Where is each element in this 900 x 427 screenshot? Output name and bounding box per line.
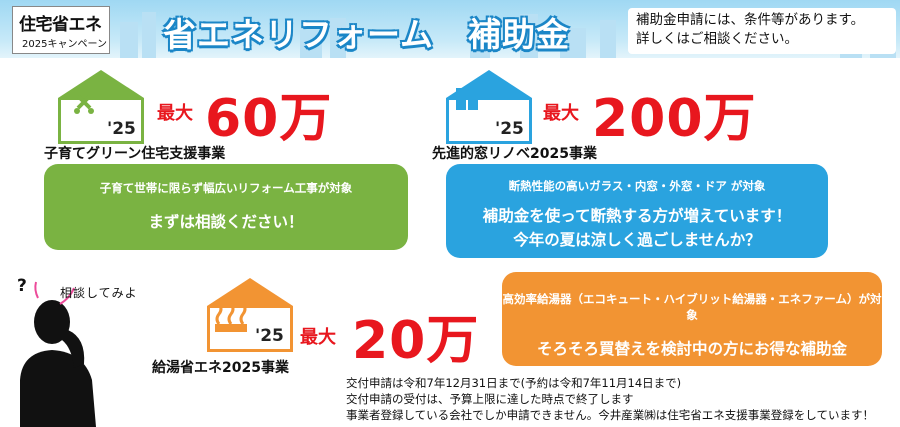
notice-line-2: 詳しくはご相談ください。 (636, 31, 798, 47)
notice-line-1: 補助金申請には、条件等があります。 (636, 12, 865, 28)
info-line-2: 交付申請の受付は、予算上限に達した時点で終了します (346, 392, 634, 406)
water-max-label: 最大 (300, 327, 336, 348)
water-program-name: 給湯省エネ2025事業 (152, 360, 289, 376)
info-line-3: 事業者登録している会社でしか申請できません。今井産業㈱は住宅省エネ支援事業登録を… (346, 408, 874, 422)
campaign-title: 住宅省エネ (19, 15, 102, 35)
green-house-icon (56, 68, 146, 146)
window-info-card: 断熱性能の高いガラス・内窓・外窓・ドア が対象 補助金を使って断熱する方が増えて… (446, 164, 828, 258)
green-year: '25 (107, 119, 136, 139)
application-info: 交付申請は令和7年12月31日まで(予約は令和7年11月14日まで) 交付申請の… (346, 375, 874, 423)
window-house-icon (444, 68, 534, 146)
notice-box: 補助金申請には、条件等があります。 詳しくはご相談ください。 (628, 8, 896, 54)
page-title: 省エネリフォーム 補助金 (163, 15, 571, 54)
window-amount: 200万 (592, 89, 757, 149)
speech-text: 相談してみよ (60, 286, 138, 300)
water-year: '25 (255, 326, 284, 346)
green-program-name: 子育てグリーン住宅支援事業 (44, 146, 226, 162)
campaign-subtitle: 2025キャンペーン (22, 39, 107, 50)
water-heater-house-icon (205, 276, 295, 354)
green-max-label: 最大 (157, 103, 193, 124)
window-year: '25 (495, 119, 524, 139)
water-message: そろそろ買替えを検討中の方にお得な補助金 (536, 340, 847, 358)
water-amount: 20万 (352, 311, 480, 371)
question-mark: ? (17, 276, 27, 296)
window-target: 断熱性能の高いガラス・内窓・外窓・ドア が対象 (508, 179, 766, 193)
water-info-card: 高効率給湯器（エコキュート・ハイブリット給湯器・エネファーム）が対象 そろそろ買… (502, 272, 882, 366)
campaign-logo: 住宅省エネ 2025キャンペーン (12, 6, 110, 54)
window-max-label: 最大 (543, 103, 579, 124)
thinking-person-illustration (20, 281, 96, 427)
window-message-2: 今年の夏は涼しく過ごしませんか？ (513, 231, 761, 249)
green-amount: 60万 (205, 89, 333, 149)
header-banner: 住宅省エネ 2025キャンペーン 省エネリフォーム 補助金 補助金申請には、条件… (0, 0, 900, 58)
info-line-1: 交付申請は令和7年12月31日まで(予約は令和7年11月14日まで) (346, 376, 682, 390)
green-target: 子育て世帯に限らず幅広いリフォーム工事が対象 (99, 181, 353, 195)
window-message-1: 補助金を使って断熱する方が増えています！ (482, 207, 792, 225)
window-program-name: 先進的窓リノベ2025事業 (432, 146, 597, 162)
water-target: 高効率給湯器（エコキュート・ハイブリット給湯器・エネファーム）が対象 (502, 292, 882, 322)
green-message: まずは相談ください！ (148, 213, 304, 231)
green-info-card: 子育て世帯に限らず幅広いリフォーム工事が対象 まずは相談ください！ (44, 164, 408, 250)
